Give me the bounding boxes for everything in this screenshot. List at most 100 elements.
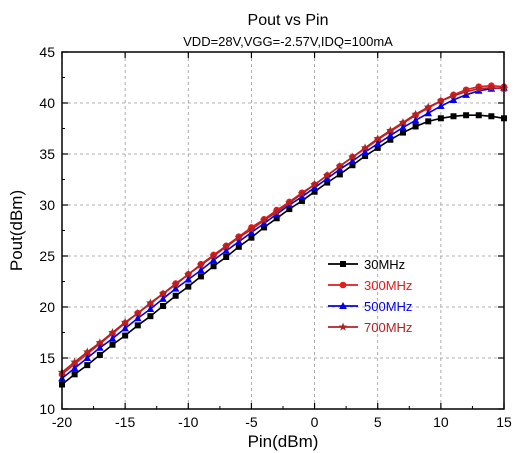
data-point-500mhz bbox=[411, 116, 420, 124]
y-tick-label: 15 bbox=[39, 350, 55, 366]
x-tick-label: -15 bbox=[115, 414, 135, 430]
data-point-700mhz bbox=[133, 308, 143, 317]
data-point-30mhz bbox=[197, 273, 204, 280]
data-point-700mhz bbox=[322, 170, 332, 180]
y-axis-label: Pout(dBm) bbox=[7, 190, 26, 271]
data-point-500mhz bbox=[247, 228, 256, 236]
data-point-30mhz bbox=[210, 263, 217, 270]
y-tick-label: 10 bbox=[39, 401, 55, 417]
data-point-700mhz bbox=[146, 298, 155, 307]
data-point-700mhz bbox=[297, 189, 307, 198]
data-point-30mhz bbox=[324, 179, 331, 186]
data-point-700mhz bbox=[474, 84, 484, 93]
data-point-30mhz bbox=[84, 362, 91, 369]
data-point-30mhz bbox=[96, 351, 103, 358]
data-point-700mhz bbox=[487, 83, 496, 92]
legend-label-300mhz: 300MHz bbox=[364, 278, 412, 293]
data-point-700mhz bbox=[247, 224, 256, 234]
data-point-500mhz bbox=[336, 165, 344, 173]
data-point-700mhz bbox=[171, 280, 180, 289]
series-layer bbox=[57, 82, 509, 388]
data-point-30mhz bbox=[463, 112, 470, 119]
data-point-500mhz bbox=[133, 314, 142, 322]
series-30mhz bbox=[59, 112, 507, 388]
data-point-30mhz bbox=[160, 302, 167, 309]
legend: 30MHz 300MHz 500MHz 700MHz bbox=[328, 257, 412, 335]
data-point-700mhz bbox=[449, 91, 458, 100]
data-point-500mhz bbox=[96, 343, 104, 351]
data-point-500mhz bbox=[437, 102, 445, 110]
x-axis-label: Pin(dBm) bbox=[248, 432, 319, 451]
legend-marker-300mhz bbox=[339, 281, 347, 289]
data-point-500mhz bbox=[323, 174, 331, 182]
data-point-30mhz bbox=[223, 254, 230, 261]
data-point-500mhz bbox=[348, 157, 357, 165]
data-point-500mhz bbox=[197, 266, 205, 274]
series-700mhz bbox=[57, 83, 509, 376]
data-point-500mhz bbox=[298, 192, 306, 200]
x-tick-label: 0 bbox=[311, 414, 319, 430]
x-tick-label: -10 bbox=[178, 414, 198, 430]
data-point-30mhz bbox=[147, 313, 154, 320]
data-point-500mhz bbox=[310, 183, 319, 191]
data-point-500mhz bbox=[449, 95, 458, 103]
legend-label-700mhz: 700MHz bbox=[364, 320, 412, 335]
data-point-30mhz bbox=[134, 322, 141, 329]
y-tick-label: 25 bbox=[39, 248, 55, 264]
data-point-30mhz bbox=[362, 153, 369, 160]
data-point-500mhz bbox=[70, 364, 79, 372]
data-point-500mhz bbox=[462, 90, 470, 98]
data-point-500mhz bbox=[373, 139, 382, 147]
data-point-30mhz bbox=[475, 112, 482, 119]
data-point-700mhz bbox=[209, 251, 218, 260]
data-point-700mhz bbox=[120, 317, 130, 326]
y-tick-label: 40 bbox=[39, 95, 55, 111]
data-point-700mhz bbox=[108, 328, 117, 337]
data-point-500mhz bbox=[121, 324, 129, 332]
x-tick-label: -20 bbox=[52, 414, 72, 430]
y-tick-label: 35 bbox=[39, 146, 55, 162]
data-point-500mhz bbox=[361, 147, 369, 155]
data-point-30mhz bbox=[399, 129, 406, 136]
y-tick-label: 30 bbox=[39, 197, 55, 213]
data-point-700mhz bbox=[348, 152, 357, 161]
data-point-30mhz bbox=[261, 224, 268, 231]
data-point-700mhz bbox=[196, 260, 206, 269]
data-point-30mhz bbox=[298, 197, 305, 204]
series-line-30mhz bbox=[61, 114, 505, 386]
y-tick-label: 45 bbox=[39, 44, 55, 60]
data-point-30mhz bbox=[273, 215, 280, 222]
data-point-30mhz bbox=[286, 206, 293, 213]
data-point-500mhz bbox=[235, 237, 243, 245]
x-tick-label: -5 bbox=[245, 414, 258, 430]
data-point-700mhz bbox=[70, 357, 79, 366]
data-point-30mhz bbox=[248, 234, 255, 241]
data-point-30mhz bbox=[185, 283, 192, 290]
data-point-30mhz bbox=[412, 123, 419, 130]
data-point-700mhz bbox=[272, 207, 281, 216]
data-point-700mhz bbox=[436, 96, 446, 105]
data-point-700mhz bbox=[158, 289, 168, 298]
data-point-30mhz bbox=[387, 136, 394, 143]
data-point-700mhz bbox=[360, 143, 370, 152]
data-point-700mhz bbox=[184, 269, 193, 278]
data-point-30mhz bbox=[336, 171, 343, 178]
legend-marker-700mhz bbox=[338, 322, 348, 331]
data-point-30mhz bbox=[71, 371, 78, 378]
data-point-700mhz bbox=[95, 338, 105, 347]
data-point-500mhz bbox=[260, 219, 268, 227]
data-point-30mhz bbox=[488, 113, 495, 120]
legend-marker-500mhz bbox=[339, 302, 347, 309]
data-point-30mhz bbox=[349, 162, 356, 169]
data-point-500mhz bbox=[159, 294, 167, 302]
data-point-700mhz bbox=[310, 180, 319, 189]
data-point-30mhz bbox=[450, 113, 457, 120]
data-point-700mhz bbox=[373, 134, 382, 143]
data-point-500mhz bbox=[386, 131, 395, 139]
data-point-700mhz bbox=[461, 87, 471, 96]
data-point-30mhz bbox=[235, 243, 242, 250]
chart-title: Pout vs Pin bbox=[248, 12, 329, 29]
data-point-500mhz bbox=[146, 305, 155, 313]
data-point-30mhz bbox=[425, 118, 432, 125]
